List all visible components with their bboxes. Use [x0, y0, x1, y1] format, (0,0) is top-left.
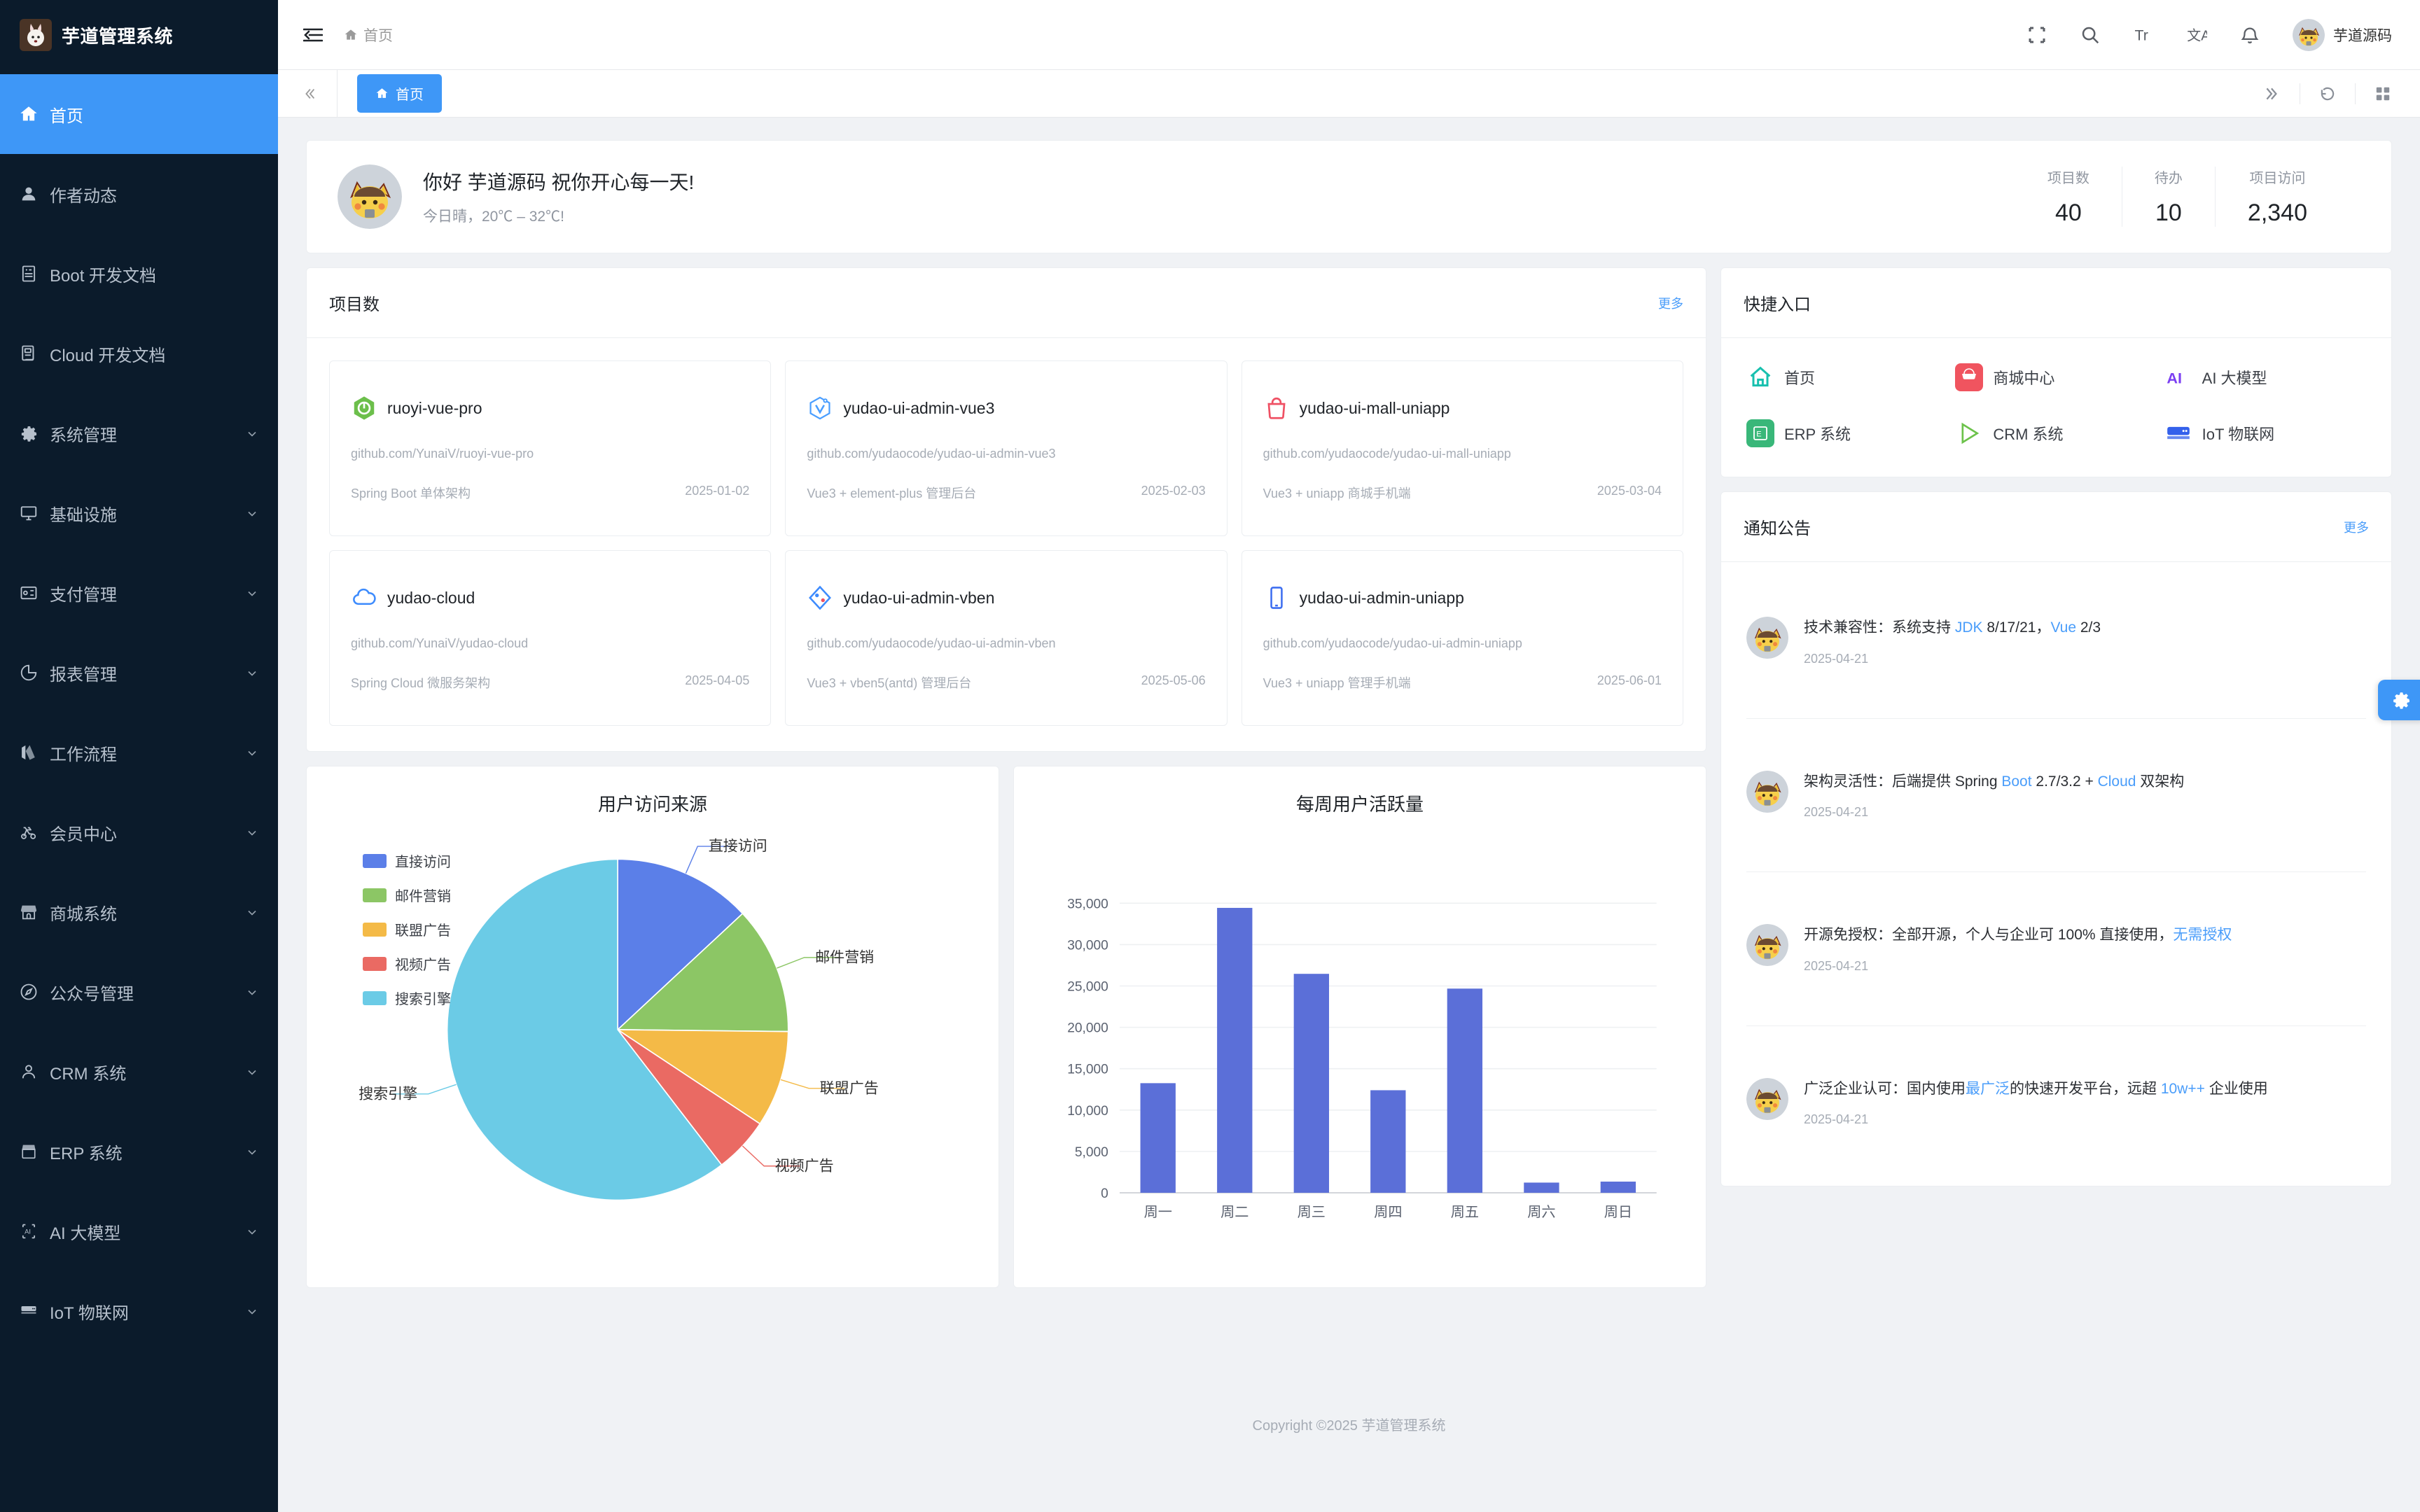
- svg-text:周二: 周二: [1221, 1205, 1249, 1221]
- svg-text:15,000: 15,000: [1067, 1063, 1108, 1077]
- svg-text:周一: 周一: [1144, 1205, 1172, 1221]
- svg-text:周四: 周四: [1374, 1205, 1402, 1221]
- svg-text:联盟广告: 联盟广告: [820, 1081, 879, 1097]
- svg-text:周三: 周三: [1298, 1205, 1326, 1221]
- svg-text:5,000: 5,000: [1075, 1145, 1108, 1160]
- svg-text:文A: 文A: [2187, 27, 2207, 43]
- svg-text:Tr: Tr: [2135, 27, 2148, 43]
- svg-text:10,000: 10,000: [1067, 1104, 1108, 1119]
- svg-text:搜索引擎: 搜索引擎: [359, 1086, 417, 1102]
- svg-text:AI: AI: [2167, 369, 2182, 386]
- svg-text:AI: AI: [25, 1228, 31, 1236]
- svg-text:E: E: [1756, 430, 1761, 439]
- svg-text:视频广告: 视频广告: [775, 1158, 834, 1175]
- svg-text:0: 0: [1101, 1186, 1108, 1201]
- svg-text:25,000: 25,000: [1067, 980, 1108, 995]
- svg-text:35,000: 35,000: [1067, 897, 1108, 912]
- svg-text:邮件营销: 邮件营销: [815, 950, 874, 966]
- svg-text:周日: 周日: [1604, 1205, 1632, 1221]
- svg-text:20,000: 20,000: [1067, 1021, 1108, 1036]
- svg-text:周五: 周五: [1451, 1205, 1479, 1221]
- svg-text:30,000: 30,000: [1067, 939, 1108, 953]
- svg-text:直接访问: 直接访问: [709, 839, 767, 855]
- svg-text:周六: 周六: [1527, 1205, 1555, 1221]
